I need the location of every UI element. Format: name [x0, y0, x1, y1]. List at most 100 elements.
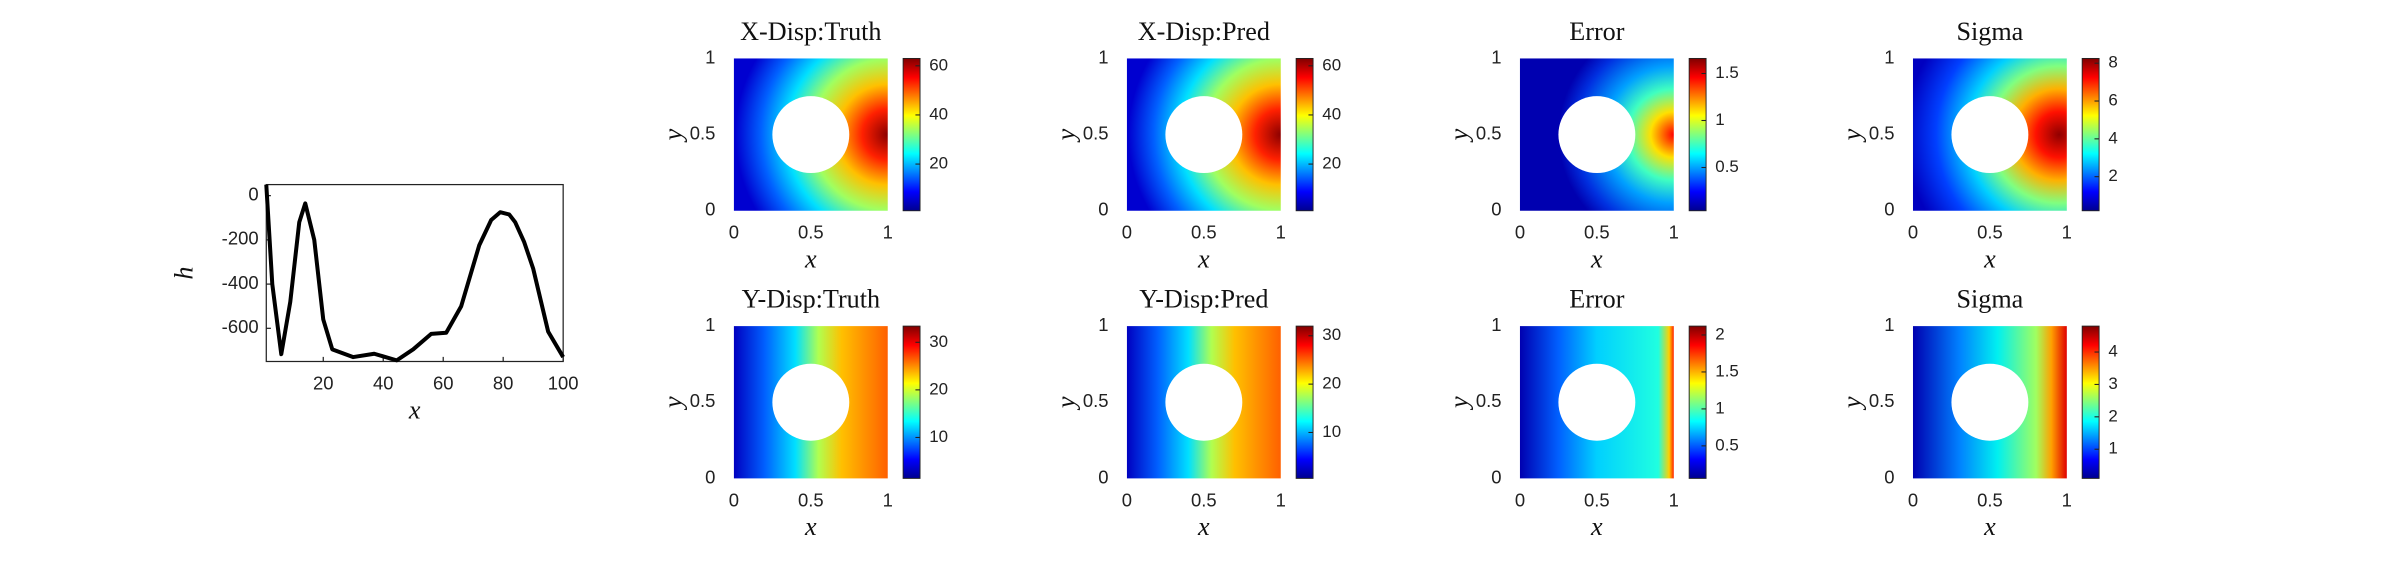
colorbar-tick-label: 1.5 — [1715, 361, 1739, 380]
x-tick-label: 1 — [1276, 489, 1286, 510]
x-axis-label: x — [1590, 245, 1603, 274]
x-axis-label: x — [1983, 245, 1996, 274]
colorbar — [1295, 325, 1314, 479]
x-tick-label: 0.5 — [1191, 222, 1217, 243]
y-tick-label: 1 — [705, 314, 715, 335]
x-tick-label: 0 — [729, 222, 739, 243]
hole — [1558, 363, 1636, 441]
y-tick-label: 0.5 — [690, 122, 716, 143]
y-tick-label: 0 — [1098, 466, 1108, 487]
x-tick-label: 0 — [1122, 489, 1132, 510]
x-tick-label: 1 — [1276, 222, 1286, 243]
colorbar-tick-label: 6 — [2108, 90, 2117, 109]
hole — [1558, 96, 1636, 174]
x-tick-label: 0 — [1908, 222, 1918, 243]
y-tick-label: 0.5 — [1476, 390, 1502, 411]
x-axis-label: x — [804, 245, 817, 274]
y-tick-label: 0 — [1098, 199, 1108, 220]
colorbar — [902, 325, 921, 479]
colorbar — [2081, 325, 2100, 479]
x-axis-label: x — [1197, 245, 1210, 274]
x-axis-label: x — [1590, 512, 1603, 541]
y-tick-label: 0 — [1491, 466, 1501, 487]
x-axis-label: x — [804, 512, 817, 541]
colorbar-tick-label: 20 — [929, 154, 948, 173]
colorbar-tick-label: 60 — [929, 55, 948, 74]
colorbar — [1295, 57, 1314, 212]
colorbar-tick-label: 40 — [1322, 104, 1341, 123]
hole — [772, 96, 850, 174]
y-axis-label: h — [169, 267, 198, 280]
colorbar-tick-label: 40 — [929, 104, 948, 123]
colorbar — [1688, 325, 1707, 479]
panel-title: Error — [1569, 284, 1624, 313]
colorbar-tick-label: 60 — [1322, 55, 1341, 74]
x-tick-label: 1 — [2062, 489, 2072, 510]
colorbar — [902, 57, 921, 212]
hole — [772, 363, 850, 441]
colorbar — [2081, 57, 2100, 212]
y-tick-label: 0.5 — [1869, 390, 1895, 411]
x-tick-label: 0.5 — [1584, 222, 1610, 243]
x-tick-label: 1 — [883, 222, 893, 243]
axes-box — [265, 183, 564, 363]
colorbar-tick-label: 2 — [2108, 406, 2117, 425]
y-axis-label: y — [1838, 128, 1867, 143]
panel-title: X-Disp:Truth — [740, 17, 881, 46]
colorbar-tick-label: 10 — [1322, 422, 1341, 441]
x-tick-label: 0 — [729, 489, 739, 510]
colorbar-tick-label: 30 — [1322, 325, 1341, 344]
x-tick-label: 1 — [883, 489, 893, 510]
x-tick-label: 0.5 — [1977, 489, 2003, 510]
y-tick-label: 1 — [1098, 46, 1108, 67]
colorbar-tick-label: 1 — [2108, 439, 2117, 458]
x-tick-label: 60 — [433, 372, 454, 393]
y-tick-label: 0 — [248, 184, 258, 205]
x-axis-label: x — [1983, 512, 1996, 541]
panel-title: Sigma — [1956, 17, 2023, 46]
y-axis-label: y — [1051, 396, 1080, 411]
y-tick-label: 0 — [1884, 466, 1894, 487]
y-tick-label: 1 — [1491, 314, 1501, 335]
y-axis-label: y — [1445, 128, 1474, 143]
x-tick-label: 0 — [1515, 489, 1525, 510]
x-tick-label: 40 — [373, 372, 394, 393]
colorbar-tick-label: 1 — [1715, 398, 1724, 417]
x-tick-label: 100 — [548, 372, 579, 393]
y-tick-label: 0 — [705, 466, 715, 487]
colorbar-tick-label: 20 — [1322, 154, 1341, 173]
x-axis-label: x — [1197, 512, 1210, 541]
x-tick-label: 80 — [493, 372, 514, 393]
hole — [1951, 363, 2029, 441]
colorbar-tick-label: 4 — [2108, 128, 2117, 147]
y-tick-label: -200 — [222, 228, 259, 249]
x-tick-label: 0.5 — [798, 222, 824, 243]
y-tick-label: 0.5 — [1869, 122, 1895, 143]
colorbar-tick-label: 1 — [1715, 110, 1724, 129]
hole — [1951, 96, 2029, 174]
colorbar-tick-label: 0.5 — [1715, 435, 1739, 454]
y-tick-label: 0.5 — [690, 390, 716, 411]
panel-title: Sigma — [1956, 284, 2023, 313]
colorbar-tick-label: 4 — [2108, 341, 2117, 360]
x-tick-label: 0.5 — [1977, 222, 2003, 243]
x-tick-label: 1 — [1669, 222, 1679, 243]
data-line — [264, 184, 565, 363]
y-axis-label: y — [658, 128, 687, 143]
x-tick-label: 20 — [313, 372, 334, 393]
y-tick-label: 1 — [1884, 314, 1894, 335]
colorbar-tick-label: 1.5 — [1715, 63, 1739, 82]
y-tick-label: 0 — [1884, 199, 1894, 220]
y-tick-label: 0.5 — [1083, 122, 1109, 143]
y-axis-label: y — [1838, 396, 1867, 411]
x-tick-label: 0.5 — [1191, 489, 1217, 510]
hole — [1165, 96, 1243, 174]
x-tick-label: 1 — [1669, 489, 1679, 510]
x-tick-label: 0 — [1515, 222, 1525, 243]
y-tick-label: 1 — [1098, 314, 1108, 335]
y-tick-label: -600 — [222, 316, 259, 337]
colorbar-tick-label: 0.5 — [1715, 157, 1739, 176]
x-axis-label: x — [408, 395, 421, 424]
